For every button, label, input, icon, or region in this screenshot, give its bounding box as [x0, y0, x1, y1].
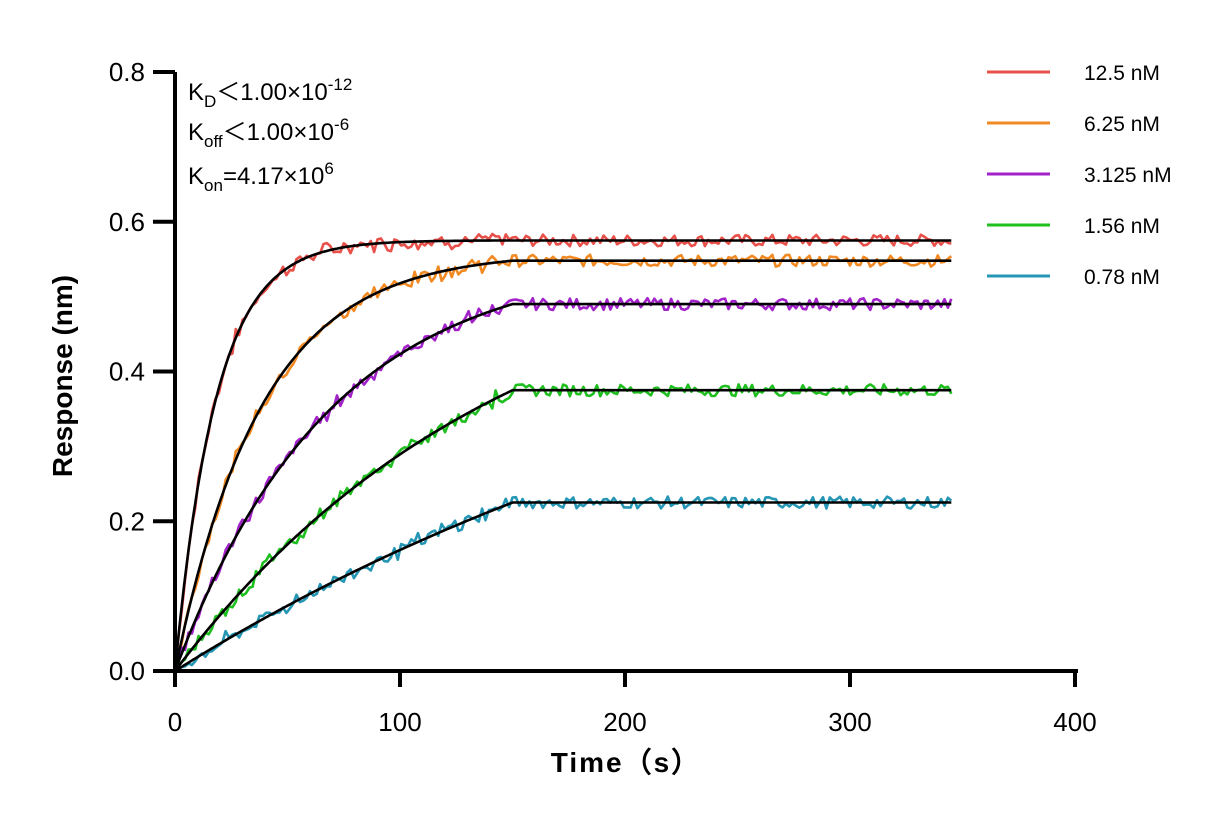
legend: 12.5 nM 6.25 nM 3.125 nM 1.56 nM 0.78 nM [987, 62, 1172, 289]
y-axis-title: Response (nm) [47, 275, 78, 477]
y-tick-label-2: 0.4 [109, 357, 145, 387]
fit-line-1 [173, 259, 952, 672]
kd-annotation: KD＜1.00×10-12 [188, 75, 352, 111]
x-tick-label-1: 100 [378, 707, 421, 737]
x-axis-title: Time（s） [551, 746, 701, 778]
fit-line-0 [173, 239, 952, 672]
y-tick-label-3: 0.6 [109, 207, 145, 237]
fit-line-2 [173, 302, 952, 672]
series-line-3 [173, 383, 953, 672]
x-tick-label-0: 0 [168, 707, 182, 737]
fit-line-3 [173, 388, 952, 672]
plot-area [173, 232, 953, 673]
ticks: 0 100 200 300 400 0.0 0.2 0.4 0.6 0.8 [109, 57, 1097, 737]
x-tick-label-4: 400 [1053, 707, 1096, 737]
legend-label-4: 0.78 nM [1084, 266, 1160, 289]
koff-annotation: Koff＜1.00×10-6 [188, 115, 349, 151]
legend-label-2: 3.125 nM [1084, 164, 1172, 187]
y-tick-label-0: 0.0 [109, 656, 145, 686]
fit-line-4 [174, 501, 952, 673]
y-tick-label-1: 0.2 [109, 506, 145, 536]
x-tick-label-3: 300 [828, 707, 871, 737]
legend-label-3: 1.56 nM [1084, 215, 1160, 238]
legend-label-1: 6.25 nM [1084, 113, 1160, 136]
x-tick-label-2: 200 [603, 707, 646, 737]
series-line-2 [173, 296, 953, 672]
y-tick-label-4: 0.8 [109, 57, 145, 87]
series-line-4 [174, 495, 953, 673]
series-line-1 [173, 253, 953, 672]
kon-annotation: Kon=4.17×106 [188, 159, 334, 195]
legend-label-0: 12.5 nM [1084, 62, 1160, 85]
kinetic-annotations: KD＜1.00×10-12 Koff＜1.00×10-6 Kon=4.17×10… [188, 75, 352, 195]
